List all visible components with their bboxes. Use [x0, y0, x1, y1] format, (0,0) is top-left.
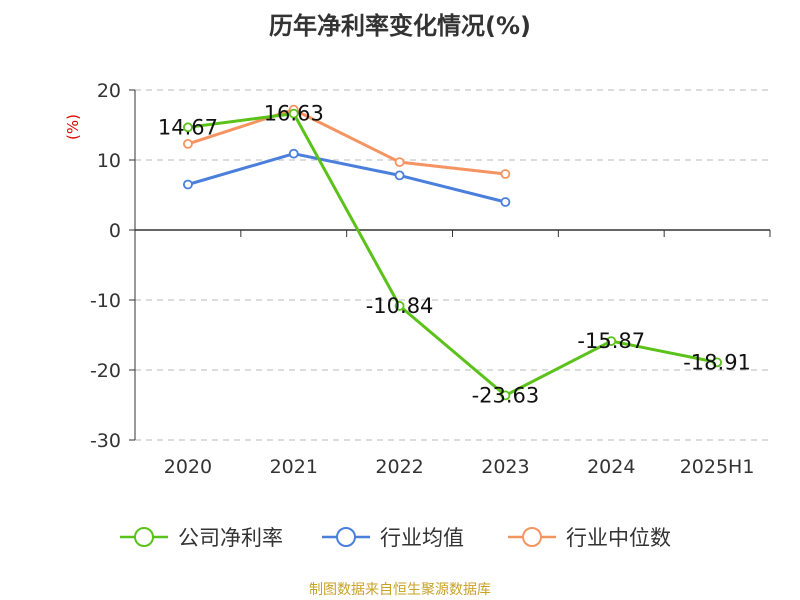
data-point: [288, 148, 299, 159]
series-line: [186, 108, 507, 176]
grid-layer: [135, 89, 770, 441]
y-axis-label: (%): [64, 114, 82, 140]
series-line: [186, 152, 507, 204]
data-point: [394, 300, 405, 311]
data-label-layer: 14.67 16.63 -10.84 -23.63 -15.87 -18.91: [158, 102, 751, 408]
data-point: [712, 357, 722, 368]
data-label: 14.67: [158, 115, 218, 139]
y-tick-label: 0: [109, 220, 121, 242]
data-point: [183, 138, 193, 149]
data-label: -10.84: [366, 294, 434, 318]
x-tick-label: 2025H1: [680, 456, 755, 478]
legend-item[interactable]: 公司净利率: [120, 526, 283, 550]
data-point: [394, 157, 405, 168]
source-note: 制图数据来自恒生聚源数据库: [309, 582, 491, 598]
y-tick-label: -10: [90, 290, 121, 312]
data-label: 16.63: [264, 102, 324, 126]
legend-item[interactable]: 行业均值: [322, 526, 464, 550]
axis-layer: 20 10 0 -10 -20 -30 2020 2021 2022 2023 2024 2025H1: [90, 80, 771, 478]
data-point: [500, 197, 511, 207]
x-tick-label: 2021: [270, 456, 318, 478]
data-point: [288, 108, 299, 119]
data-point: [500, 390, 511, 401]
data-point: [606, 336, 617, 346]
data-point: [394, 170, 405, 181]
legend-label: 行业中位数: [566, 526, 671, 550]
y-tick-label: -20: [90, 360, 121, 382]
data-point: [183, 122, 193, 133]
data-label: -18.91: [683, 350, 751, 374]
legend: 公司净利率 行业均值 行业中位数: [120, 526, 671, 550]
legend-item[interactable]: 行业中位数: [508, 526, 671, 550]
y-tick-label: -30: [90, 430, 121, 452]
legend-label: 公司净利率: [178, 526, 283, 550]
y-tick-label: 10: [97, 150, 121, 172]
legend-swatch-marker: [336, 527, 356, 547]
data-point: [500, 169, 511, 179]
chart-title: 历年净利率变化情况(%): [269, 12, 531, 40]
x-tick-label: 2020: [164, 456, 212, 478]
data-point: [183, 179, 193, 190]
data-label: -15.87: [577, 329, 645, 353]
legend-swatch-marker: [134, 527, 154, 547]
y-tick-label: 20: [97, 80, 121, 102]
x-tick-label: 2022: [375, 456, 423, 478]
series-line: [186, 112, 719, 397]
x-tick-label: 2024: [587, 456, 635, 478]
series-layer: [183, 104, 722, 401]
data-label: -23.63: [472, 383, 540, 407]
legend-label: 行业均值: [380, 526, 464, 550]
legend-swatch-marker: [522, 527, 542, 547]
x-tick-label: 2023: [481, 456, 529, 478]
